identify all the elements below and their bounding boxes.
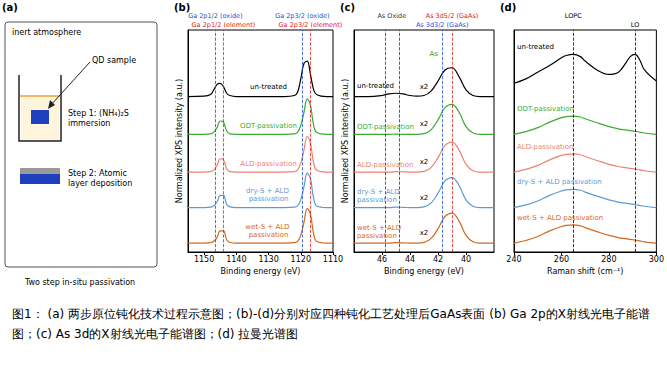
svg-text:passivation: passivation [249, 231, 289, 239]
svg-text:un-treated: un-treated [357, 82, 394, 90]
svg-text:1150: 1150 [194, 255, 214, 264]
svg-text:inert atmosphere: inert atmosphere [12, 28, 81, 37]
svg-text:Ga 2p1/2 (oxide): Ga 2p1/2 (oxide) [188, 12, 243, 20]
svg-text:Ga 2p1/2 (element): Ga 2p1/2 (element) [192, 21, 256, 29]
svg-text:As 3d5/2 (GaAs): As 3d5/2 (GaAs) [426, 12, 479, 20]
svg-text:As: As [430, 50, 439, 58]
svg-text:Normalized XPS intensity (a.u.: Normalized XPS intensity (a.u.) [175, 79, 184, 203]
svg-text:240: 240 [506, 255, 521, 264]
svg-text:(b): (b) [174, 1, 191, 13]
svg-text:1140: 1140 [226, 255, 246, 264]
svg-text:LO: LO [631, 21, 640, 29]
svg-text:ODT-passivation: ODT-passivation [517, 105, 574, 113]
svg-text:un-treated: un-treated [517, 43, 554, 51]
svg-text:un-treated: un-treated [250, 83, 287, 91]
svg-text:Two step in-situ passivation: Two step in-situ passivation [24, 278, 135, 287]
svg-text:passivation: passivation [249, 195, 289, 203]
svg-text:wet-S + ALD: wet-S + ALD [245, 223, 291, 231]
svg-text:1120: 1120 [291, 255, 311, 264]
svg-text:Ga 2p3/2 (element): Ga 2p3/2 (element) [279, 21, 343, 29]
svg-text:Normalized XPS intensity (a.u.: Normalized XPS intensity (a.u.) [341, 79, 350, 203]
svg-text:(d): (d) [500, 2, 516, 13]
svg-text:As Oxide: As Oxide [377, 12, 406, 20]
svg-text:immersion: immersion [68, 119, 110, 128]
svg-text:x2: x2 [420, 120, 429, 128]
html-text:图1： (a) 两步原位钝化技术过程示意图；(b)-(d)分: 图1： (a) 两步原位钝化技术过程示意图；(b)-(d)分别对应四种钝化工艺处… [12, 307, 650, 341]
svg-text:(c): (c) [340, 2, 355, 13]
svg-text:(a): (a) [2, 2, 18, 13]
svg-text:Step 1: (NH₄)₂S: Step 1: (NH₄)₂S [68, 109, 131, 118]
svg-text:wet-S + ALD passivation: wet-S + ALD passivation [517, 214, 603, 222]
svg-text:ALD-passivation: ALD-passivation [357, 161, 413, 169]
svg-text:42: 42 [433, 255, 443, 264]
svg-text:ALD-passivation: ALD-passivation [240, 160, 296, 168]
svg-text:Step 2: Atomic: Step 2: Atomic [68, 169, 129, 178]
svg-text:QD sample: QD sample [92, 56, 136, 65]
svg-text:x2: x2 [420, 83, 429, 91]
svg-text:280: 280 [601, 255, 616, 264]
svg-text:layer deposition: layer deposition [68, 179, 132, 188]
svg-text:44: 44 [405, 255, 415, 264]
svg-text:Ga 2p3/2 (oxide): Ga 2p3/2 (oxide) [275, 12, 330, 20]
svg-text:300: 300 [649, 255, 664, 264]
svg-text:passivation: passivation [357, 232, 397, 240]
svg-text:passivation: passivation [357, 196, 397, 204]
svg-text:x2: x2 [420, 194, 429, 202]
svg-text:x2: x2 [420, 158, 429, 166]
svg-text:dry-S + ALD: dry-S + ALD [357, 188, 402, 196]
svg-text:Binding energy (eV): Binding energy (eV) [384, 267, 464, 276]
svg-text:dry-S + ALD passivation: dry-S + ALD passivation [517, 178, 602, 186]
svg-text:Binding energy (eV): Binding energy (eV) [221, 267, 301, 276]
svg-text:wet-S + ALD: wet-S + ALD [357, 224, 403, 232]
svg-text:ALD-passivation: ALD-passivation [517, 143, 573, 151]
svg-text:1130: 1130 [258, 255, 278, 264]
svg-text:LOPC: LOPC [565, 12, 582, 20]
svg-text:ODT-passivation: ODT-passivation [240, 122, 297, 130]
svg-text:dry-S + ALD: dry-S + ALD [246, 187, 291, 195]
svg-text:1110: 1110 [323, 255, 343, 264]
svg-text:x2: x2 [420, 229, 429, 237]
svg-text:40: 40 [461, 255, 471, 264]
svg-text:46: 46 [377, 255, 387, 264]
svg-text:ODT-passivation: ODT-passivation [357, 123, 414, 131]
svg-text:As 3d3/2 (GaAs): As 3d3/2 (GaAs) [416, 21, 469, 29]
svg-text:260: 260 [554, 255, 569, 264]
svg-text:Raman shift (cm⁻¹): Raman shift (cm⁻¹) [547, 267, 623, 276]
